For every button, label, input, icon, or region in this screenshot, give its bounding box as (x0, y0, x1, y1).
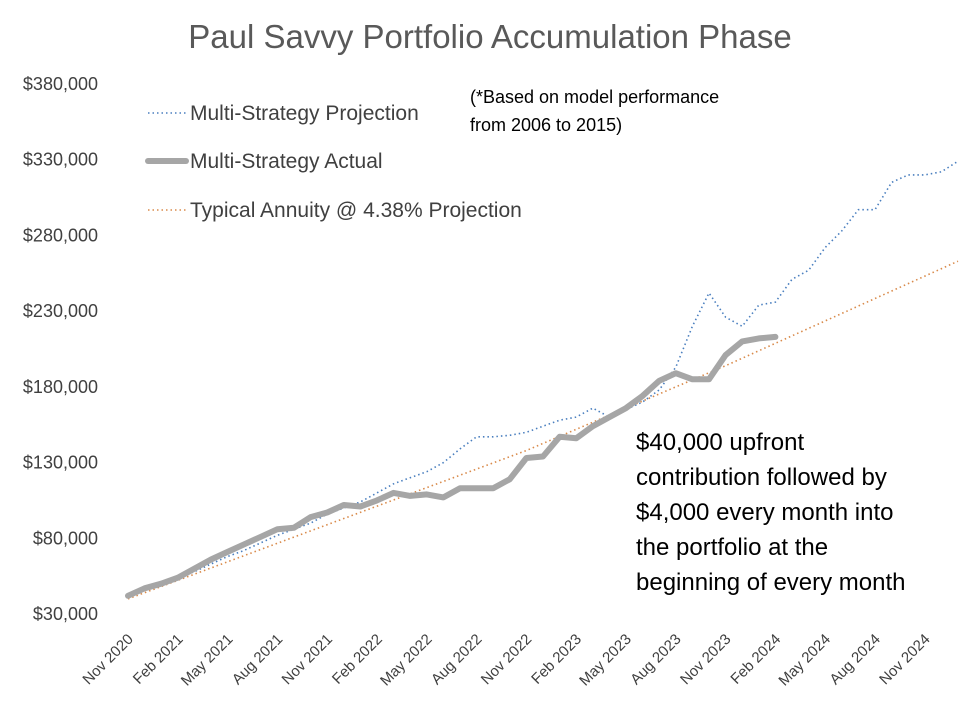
x-tick-label: May 2021 (178, 631, 237, 690)
model-note-line-2: from 2006 to 2015) (470, 115, 622, 135)
y-tick-label: $330,000 (23, 150, 98, 170)
series-line-annuity (127, 260, 959, 600)
y-axis: $30,000 $80,000 $130,000 $180,000 $230,000 $2… (23, 74, 98, 624)
annotation-line-1: $40,000 upfront (636, 429, 804, 456)
x-tick-label: May 2022 (377, 631, 436, 690)
y-tick-label: $130,000 (23, 453, 98, 473)
x-tick-label: Feb 2023 (528, 631, 585, 688)
legend-label-annuity: Typical Annuity @ 4.38% Projection (190, 199, 522, 222)
y-tick-label: $30,000 (33, 604, 98, 624)
x-tick-label: Nov 2022 (478, 631, 535, 688)
x-tick-label: May 2023 (576, 631, 635, 690)
x-tick-label: Feb 2022 (329, 631, 386, 688)
chart-title: Paul Savvy Portfolio Accumulation Phase (188, 18, 792, 55)
legend: Multi-Strategy Projection Multi-Strategy… (145, 102, 522, 222)
x-tick-label: Aug 2021 (229, 631, 286, 688)
y-tick-label: $380,000 (23, 74, 98, 94)
annotation-line-5: beginning of every month (636, 569, 906, 596)
y-tick-label: $230,000 (23, 301, 98, 321)
model-note-line-1: (*Based on model performance (470, 87, 719, 107)
annotation-line-3: $4,000 every month into (636, 499, 894, 526)
series-line-projection (127, 160, 959, 597)
legend-label-actual: Multi-Strategy Actual (190, 150, 383, 173)
x-tick-label: Aug 2023 (627, 631, 684, 688)
x-tick-label: Nov 2023 (677, 631, 734, 688)
x-tick-label: Feb 2021 (130, 631, 187, 688)
x-tick-label: Nov 2020 (79, 631, 136, 688)
y-tick-label: $180,000 (23, 377, 98, 397)
x-tick-label: Aug 2022 (428, 631, 485, 688)
series-line-actual (125, 333, 779, 599)
annotation-line-2: contribution followed by (636, 464, 887, 491)
y-tick-label: $80,000 (33, 528, 98, 548)
y-tick-label: $280,000 (23, 225, 98, 245)
series-layer (125, 160, 959, 600)
x-tick-label: Nov 2024 (876, 631, 933, 688)
annotation-line-4: the portfolio at the (636, 534, 828, 561)
legend-label-projection: Multi-Strategy Projection (190, 102, 419, 125)
x-tick-label: Feb 2024 (727, 631, 784, 688)
x-tick-label: Nov 2021 (279, 631, 336, 688)
x-tick-label: Aug 2024 (826, 631, 883, 688)
x-tick-label: May 2024 (775, 631, 834, 690)
